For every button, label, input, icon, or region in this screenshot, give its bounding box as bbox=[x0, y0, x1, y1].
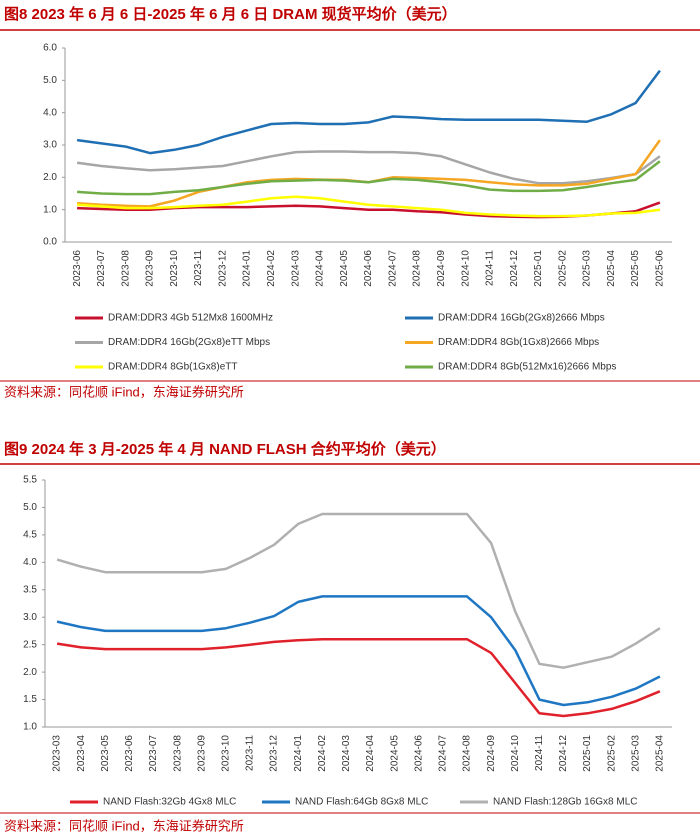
x-tick-label: 2025-03 bbox=[582, 250, 593, 287]
series-line bbox=[76, 150, 661, 185]
x-tick-label: 2024-01 bbox=[242, 250, 253, 287]
y-tick-label: 4.0 bbox=[23, 557, 37, 568]
x-tick-label: 2024-11 bbox=[485, 250, 496, 286]
y-tick-label: 3.0 bbox=[43, 140, 57, 151]
x-tick-label: 2024-05 bbox=[339, 250, 350, 287]
y-tick-label: 1.5 bbox=[23, 694, 37, 705]
y-tick-label: 2.0 bbox=[43, 172, 57, 183]
x-tick-label: 2025-02 bbox=[606, 735, 617, 772]
x-tick-label: 2025-01 bbox=[582, 735, 593, 772]
x-tick-label: 2024-04 bbox=[315, 250, 326, 287]
source-note: 资料来源：同花顺 iFind，东海证券研究所 bbox=[4, 384, 244, 399]
x-tick-label: 2024-01 bbox=[293, 735, 304, 772]
x-tick-label: 2023-04 bbox=[76, 735, 87, 772]
x-tick-label: 2025-02 bbox=[557, 250, 568, 287]
chart-title: 图8 2023 年 6 月 6 日-2025 年 6 月 6 日 DRAM 现货… bbox=[4, 5, 457, 23]
x-tick-label: 2024-12 bbox=[509, 250, 520, 287]
x-tick-label: 2025-03 bbox=[630, 735, 641, 772]
y-tick-label: 1.0 bbox=[23, 722, 37, 733]
x-tick-label: 2023-05 bbox=[100, 735, 111, 772]
x-tick-label: 2023-10 bbox=[221, 735, 232, 772]
x-tick-label: 2023-12 bbox=[269, 735, 280, 772]
legend-label: DRAM:DDR4 16Gb(2Gx8)eTT Mbps bbox=[108, 337, 270, 348]
series-line bbox=[56, 637, 661, 718]
x-tick-label: 2024-10 bbox=[460, 250, 471, 287]
chart-title: 图9 2024 年 3 月-2025 年 4 月 NAND FLASH 合约平均… bbox=[4, 440, 446, 458]
x-tick-label: 2025-04 bbox=[606, 250, 617, 287]
legend-label: DRAM:DDR4 8Gb(1Gx8)2666 Mbps bbox=[438, 337, 599, 348]
x-tick-label: 2023-10 bbox=[169, 250, 180, 287]
y-tick-label: 4.0 bbox=[43, 107, 57, 118]
x-tick-label: 2023-11 bbox=[245, 735, 256, 771]
x-tick-label: 2024-06 bbox=[413, 735, 424, 772]
x-tick-label: 2024-05 bbox=[389, 735, 400, 772]
x-tick-label: 2024-12 bbox=[558, 735, 569, 772]
y-tick-label: 2.5 bbox=[23, 639, 37, 650]
x-tick-label: 2024-07 bbox=[438, 735, 449, 772]
y-tick-label: 0.0 bbox=[43, 237, 57, 248]
y-tick-label: 5.0 bbox=[23, 502, 37, 513]
legend-label: DRAM:DDR4 16Gb(2Gx8)2666 Mbps bbox=[438, 313, 605, 324]
x-tick-label: 2023-08 bbox=[172, 735, 183, 772]
x-tick-label: 2023-08 bbox=[120, 250, 131, 287]
x-tick-label: 2024-03 bbox=[290, 250, 301, 287]
x-tick-label: 2024-04 bbox=[365, 735, 376, 772]
x-tick-label: 2024-03 bbox=[341, 735, 352, 772]
x-tick-label: 2023-07 bbox=[96, 250, 107, 287]
x-tick-label: 2024-09 bbox=[486, 735, 497, 772]
series-line bbox=[56, 512, 661, 669]
y-tick-label: 3.5 bbox=[23, 584, 37, 595]
x-tick-label: 2023-09 bbox=[145, 250, 156, 287]
legend-label: NAND Flash:32Gb 4Gx8 MLC bbox=[103, 797, 236, 808]
x-tick-label: 2025-01 bbox=[533, 250, 544, 287]
legend-label: DRAM:DDR4 8Gb(1Gx8)eTT bbox=[108, 362, 237, 373]
y-tick-label: 5.5 bbox=[23, 475, 37, 486]
legend-label: DRAM:DDR4 8Gb(512Mx16)2666 Mbps bbox=[438, 362, 616, 373]
x-tick-label: 2025-04 bbox=[655, 735, 666, 772]
legend-label: NAND Flash:128Gb 16Gx8 MLC bbox=[493, 797, 638, 808]
series-line bbox=[76, 69, 661, 155]
x-tick-label: 2024-09 bbox=[436, 250, 447, 287]
series-line bbox=[56, 595, 661, 707]
x-tick-label: 2024-02 bbox=[317, 735, 328, 772]
legend-label: DRAM:DDR3 4Gb 512Mx8 1600MHz bbox=[108, 313, 273, 324]
x-tick-label: 2024-11 bbox=[534, 735, 545, 771]
y-tick-label: 6.0 bbox=[43, 43, 57, 54]
y-tick-label: 4.5 bbox=[23, 530, 37, 541]
x-tick-label: 2024-02 bbox=[266, 250, 277, 287]
x-tick-label: 2024-08 bbox=[412, 250, 423, 287]
x-tick-label: 2024-07 bbox=[387, 250, 398, 287]
source-note: 资料来源：同花顺 iFind，东海证券研究所 bbox=[4, 818, 244, 833]
x-tick-label: 2024-06 bbox=[363, 250, 374, 287]
x-tick-label: 2023-06 bbox=[72, 250, 83, 287]
y-tick-label: 1.0 bbox=[43, 204, 57, 215]
x-tick-label: 2023-12 bbox=[217, 250, 228, 287]
x-tick-label: 2024-10 bbox=[510, 735, 521, 772]
y-tick-label: 2.0 bbox=[23, 667, 37, 678]
x-tick-label: 2023-06 bbox=[124, 735, 135, 772]
legend-label: NAND Flash:64Gb 8Gx8 MLC bbox=[295, 797, 428, 808]
y-tick-label: 3.0 bbox=[23, 612, 37, 623]
series-line bbox=[77, 160, 661, 196]
x-tick-label: 2025-05 bbox=[630, 250, 641, 287]
x-tick-label: 2023-03 bbox=[52, 735, 63, 772]
x-tick-label: 2023-09 bbox=[196, 735, 207, 772]
x-tick-label: 2023-07 bbox=[148, 735, 159, 772]
x-tick-label: 2024-08 bbox=[462, 735, 473, 772]
series-line bbox=[77, 195, 661, 218]
x-tick-label: 2025-06 bbox=[655, 250, 666, 287]
y-tick-label: 5.0 bbox=[43, 75, 57, 86]
x-tick-label: 2023-11 bbox=[193, 250, 204, 286]
